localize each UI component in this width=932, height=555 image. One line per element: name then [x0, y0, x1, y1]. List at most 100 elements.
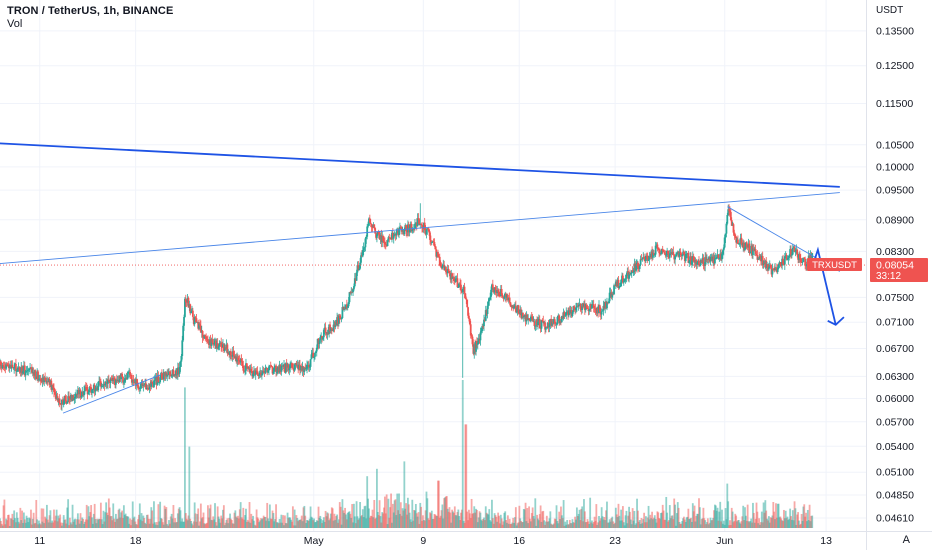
candle-body [139, 383, 142, 388]
candle-body [802, 257, 805, 262]
candle-body [425, 229, 428, 235]
candle-body [23, 365, 26, 376]
candle-body [637, 262, 639, 269]
candle-body [783, 256, 786, 265]
candle-body [193, 317, 196, 325]
candle-body [738, 243, 741, 245]
candle-body [660, 253, 662, 255]
volume-bar [245, 508, 247, 528]
candle-body [779, 262, 782, 266]
candle-body [223, 347, 226, 352]
candle-body [101, 386, 104, 388]
candle-body [623, 278, 626, 282]
candle-body [383, 241, 385, 243]
volume-bar [157, 504, 160, 528]
candle-body [606, 302, 608, 309]
candle-body [332, 324, 335, 331]
volume-bar [100, 519, 103, 528]
candle-body [428, 229, 431, 233]
candle-body [793, 246, 796, 252]
volume-bar [633, 510, 636, 528]
candle-body [213, 343, 216, 345]
volume-legend-label[interactable]: Vol [7, 18, 23, 30]
candle-body [97, 382, 100, 391]
candle-body [545, 327, 547, 330]
candle-body [346, 306, 349, 308]
candle-body [291, 363, 293, 368]
candle-body [384, 244, 387, 246]
candle-body [145, 383, 147, 390]
volume-bar [82, 519, 85, 528]
volume-bar [336, 514, 339, 528]
volume-bar [698, 507, 701, 528]
volume-bar [209, 504, 212, 528]
candle-body [87, 392, 90, 395]
symbol-label-text: TRXUSDT [812, 260, 857, 271]
candle-body [468, 318, 471, 325]
price-tick-label: 0.13500 [876, 25, 914, 37]
candle-body [586, 307, 589, 309]
symbol-title[interactable]: TRON / TetherUS, 1h, BINANCE [7, 5, 174, 17]
candle-body [242, 365, 245, 371]
candle-body [184, 298, 186, 317]
candle-body [791, 247, 794, 255]
candle-body [371, 227, 374, 229]
candle-body [811, 253, 814, 262]
volume-bar [40, 508, 43, 528]
candle-body [157, 375, 160, 383]
candle-body [675, 252, 678, 255]
symbol-legend[interactable]: TRON / TetherUS, 1h, BINANCE Vol [7, 5, 173, 31]
candle-body [732, 224, 735, 233]
volume-bar [71, 504, 74, 528]
volume-bar [466, 511, 469, 528]
candle-body [109, 378, 112, 383]
candle-body [563, 311, 566, 317]
candle-body [271, 366, 274, 374]
candle-body [207, 338, 209, 342]
candle-body [592, 304, 595, 308]
candle-body [498, 291, 500, 296]
candle-body [159, 377, 162, 383]
volume-bar [36, 519, 39, 528]
volume-bar [549, 511, 552, 528]
candle-body [30, 368, 33, 373]
candle-body [251, 370, 254, 377]
candle-body [113, 378, 116, 380]
candle-body [276, 371, 278, 373]
price-tick-label: 0.04850 [876, 490, 914, 502]
candle-countdown-text: 33:12 [876, 271, 901, 282]
volume-bar [811, 515, 814, 528]
volume-bar [798, 520, 800, 528]
candle-body [88, 387, 91, 393]
auto-scale-button[interactable]: A [902, 534, 910, 546]
candle-body [598, 305, 601, 312]
candle-body [715, 256, 718, 258]
candle-body [352, 289, 354, 293]
candle-body [1, 365, 4, 369]
candle-body [629, 272, 631, 274]
volume-bar [543, 520, 546, 528]
candle-body [558, 315, 561, 323]
volume-bar [687, 508, 690, 528]
candle-body [408, 227, 411, 233]
candle-body [30, 367, 32, 369]
candle-body [337, 315, 340, 324]
candle-body [709, 257, 712, 262]
volume-bar [353, 516, 356, 528]
candle-body [430, 241, 433, 243]
candle-body [683, 251, 685, 254]
candle-body [743, 242, 746, 250]
candle-body [217, 346, 220, 349]
volume-bar [643, 512, 646, 528]
candle-body [628, 272, 630, 279]
candle-body [256, 371, 259, 375]
volume-bar [359, 502, 362, 528]
candle-body [652, 253, 655, 255]
volume-bar [153, 501, 155, 528]
candle-body [314, 351, 317, 353]
candle-body [800, 262, 803, 264]
candle-body [345, 304, 348, 308]
volume-bar [491, 499, 493, 528]
